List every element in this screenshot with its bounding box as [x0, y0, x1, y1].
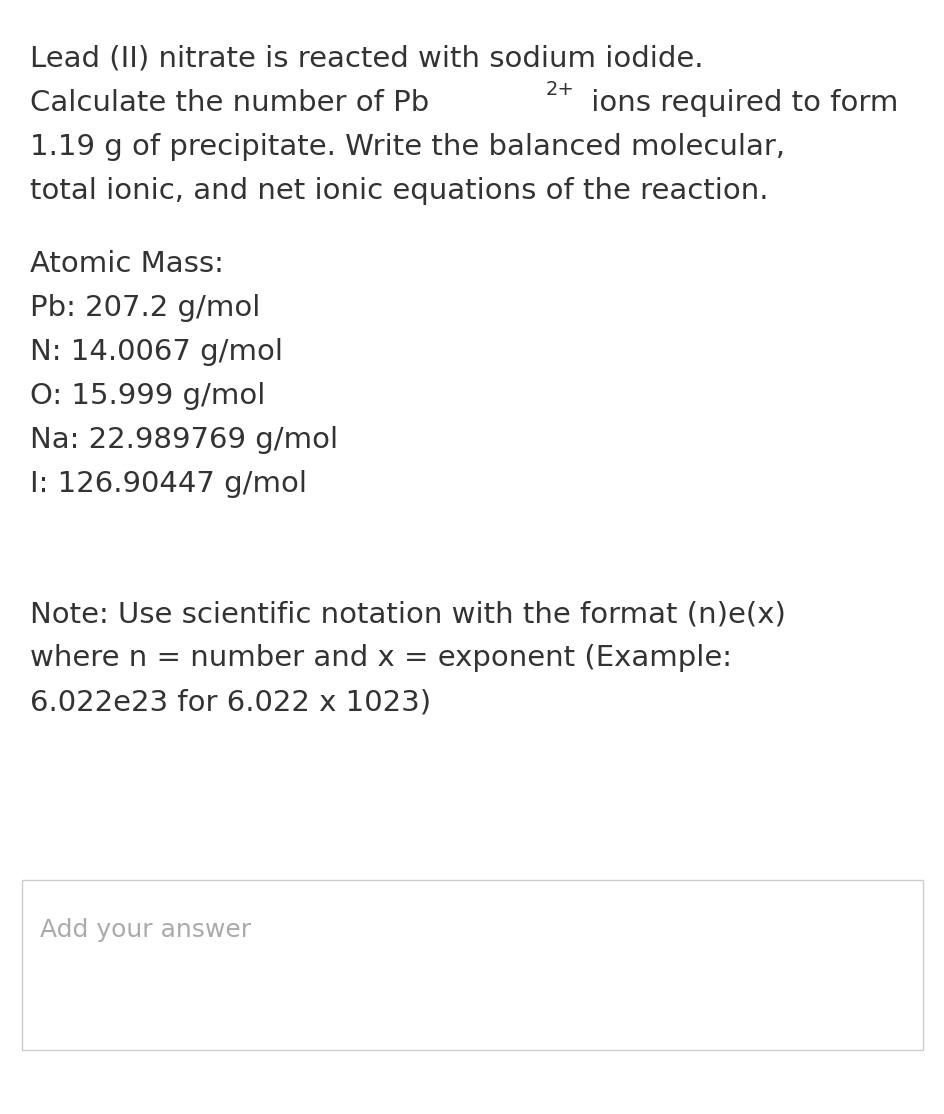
Text: Calculate the number of Pb: Calculate the number of Pb: [30, 89, 429, 117]
Text: 2+: 2+: [545, 80, 573, 99]
Text: N: 14.0067 g/mol: N: 14.0067 g/mol: [30, 338, 282, 367]
Text: 1.19 g of precipitate. Write the balanced molecular,: 1.19 g of precipitate. Write the balance…: [30, 133, 784, 162]
Text: Pb: 207.2 g/mol: Pb: 207.2 g/mol: [30, 294, 261, 322]
Text: Na: 22.989769 g/mol: Na: 22.989769 g/mol: [30, 426, 338, 455]
Text: Atomic Mass:: Atomic Mass:: [30, 250, 224, 278]
Text: Lead (II) nitrate is reacted with sodium iodide.: Lead (II) nitrate is reacted with sodium…: [30, 45, 702, 74]
Text: total ionic, and net ionic equations of the reaction.: total ionic, and net ionic equations of …: [30, 177, 767, 205]
Text: ions required to form: ions required to form: [582, 89, 898, 117]
Text: Add your answer: Add your answer: [40, 918, 251, 942]
Text: Note: Use scientific notation with the format (n)e(x): Note: Use scientific notation with the f…: [30, 600, 785, 628]
Text: O: 15.999 g/mol: O: 15.999 g/mol: [30, 382, 265, 410]
FancyBboxPatch shape: [22, 880, 922, 1051]
Text: 6.022e23 for 6.022 x 1023): 6.022e23 for 6.022 x 1023): [30, 688, 430, 716]
Text: I: 126.90447 g/mol: I: 126.90447 g/mol: [30, 470, 307, 498]
Text: where n = number and x = exponent (Example:: where n = number and x = exponent (Examp…: [30, 644, 732, 672]
